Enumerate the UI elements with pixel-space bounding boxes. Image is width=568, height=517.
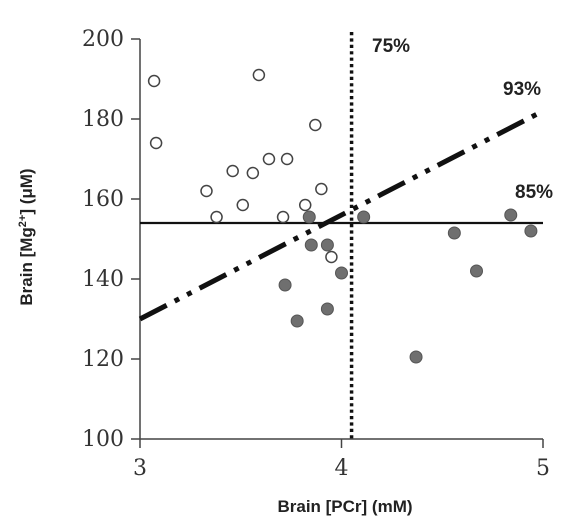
y-axis-title-superscript: 2+ [17,215,29,228]
filled-circle-point [524,224,538,238]
y-axis-title-suffix: ] (μM) [17,168,36,214]
open-circle-point [309,118,322,132]
open-circle-point [276,210,290,224]
open-circle-point [280,152,294,166]
y-axis-title: Brain [Mg2+] (μM) [17,168,36,305]
y-tick-label: 100 [82,427,124,452]
y-tick-label: 140 [82,267,124,292]
annotation-75-percent: 75% [372,36,410,57]
open-circle-point [147,74,161,88]
filled-circle-point [335,266,348,280]
y-tick-label: 160 [82,187,124,212]
y-tick-label: 200 [82,27,124,52]
filled-circle-point [278,278,292,292]
filled-circle-point [304,238,318,252]
labels: 75% 93% 85% Brain [PCr] (mM) Brain [Mg2+… [17,36,553,516]
open-circle-point [149,136,163,150]
data-points [147,68,538,364]
discriminant-line-diagonal [138,108,545,322]
filled-circle-point [409,350,423,364]
axes: 100 120 140 160 180 200 3 4 5 [82,27,550,481]
open-circle-point [298,198,312,212]
open-circle-point [210,210,223,224]
filled-circle-point [320,238,334,252]
y-axis-title-prefix: Brain [Mg [17,227,36,305]
open-circle-point [325,250,338,264]
reference-lines [138,32,545,439]
x-tick-label: 5 [536,456,550,481]
filled-circle-point [357,210,371,224]
open-circle-point [315,182,328,196]
open-circle-point [246,166,260,180]
x-tick-label: 3 [133,456,147,481]
open-circle-point [252,68,266,82]
annotation-85-percent: 85% [515,182,553,203]
annotation-93-percent: 93% [503,79,541,100]
open-circle-point [226,164,239,178]
open-circle-point [236,198,250,212]
y-tick-label: 180 [82,107,124,132]
filled-circle-point [290,314,304,328]
open-circle-point [262,152,276,166]
x-tick-label: 4 [335,456,349,481]
filled-circle-point [470,264,484,278]
x-axis-title: Brain [PCr] (mM) [277,497,412,516]
filled-circle-point [302,210,316,224]
y-tick-label: 120 [82,347,124,372]
open-circle-point [200,184,213,198]
filled-circle-point [320,302,334,316]
filled-circle-point [447,226,461,240]
filled-circle-point [504,208,518,222]
